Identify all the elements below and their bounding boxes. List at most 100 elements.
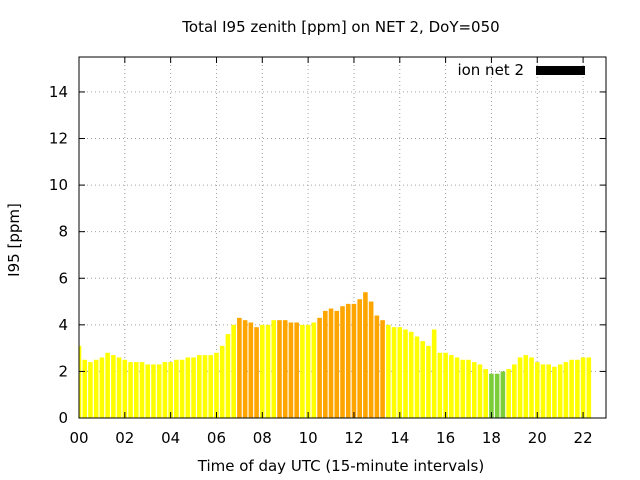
y-tick-label: 2 (58, 362, 68, 380)
bar (105, 352, 110, 418)
bar (277, 320, 282, 418)
bar (156, 364, 162, 418)
bar (260, 324, 265, 418)
bar (305, 324, 311, 418)
bar (454, 357, 460, 418)
bar (345, 303, 351, 418)
bar (357, 299, 362, 418)
bar (449, 355, 454, 418)
x-tick-label: 18 (482, 429, 501, 447)
bar (580, 357, 586, 418)
bar (569, 359, 574, 418)
x-tick-label: 04 (161, 429, 180, 447)
y-tick-label: 0 (58, 409, 68, 427)
bar (540, 364, 546, 418)
x-tick-label: 20 (528, 429, 547, 447)
bar (500, 371, 506, 418)
bar (185, 357, 191, 418)
bar (282, 320, 288, 418)
x-tick-label: 00 (69, 429, 88, 447)
bar (523, 355, 529, 418)
bar (506, 369, 511, 418)
y-tick-label: 8 (58, 223, 68, 241)
bar (79, 345, 82, 418)
bar (265, 324, 271, 418)
bar (431, 329, 437, 418)
bar (248, 322, 254, 418)
x-tick-label: 16 (436, 429, 455, 447)
y-tick-label: 4 (58, 316, 68, 334)
bar (546, 364, 552, 418)
bar (483, 369, 488, 418)
y-tick-label: 14 (49, 83, 68, 101)
bar (403, 329, 408, 418)
bar (237, 317, 242, 418)
bar (414, 336, 420, 418)
bar (494, 373, 500, 418)
bar (231, 324, 236, 418)
bar (466, 359, 471, 418)
bar (122, 359, 128, 418)
y-tick-label: 6 (58, 269, 68, 287)
bar (317, 317, 322, 418)
bar (391, 327, 397, 418)
y-axis-label: I95 [ppm] (5, 203, 23, 277)
bar (168, 362, 173, 418)
chart-title: Total I95 zenith [ppm] on NET 2, DoY=050 (181, 18, 499, 36)
legend-swatch (536, 66, 585, 75)
bar (334, 310, 340, 418)
legend-label: ion net 2 (457, 61, 524, 79)
bar (225, 334, 231, 418)
bar (219, 345, 225, 418)
x-tick-label: 14 (390, 429, 409, 447)
bar (174, 359, 179, 418)
bar (323, 310, 328, 418)
bar (191, 357, 196, 418)
y-tick-label: 10 (49, 176, 68, 194)
bar (128, 362, 133, 418)
x-axis-label: Time of day UTC (15-minute intervals) (197, 457, 484, 475)
bar (311, 322, 317, 418)
legend: ion net 2 (457, 61, 585, 79)
bar (99, 357, 105, 418)
bar (380, 320, 385, 418)
bar (300, 324, 305, 418)
bar (529, 357, 534, 418)
x-tick-label: 08 (253, 429, 272, 447)
bar (133, 362, 139, 418)
bar (374, 315, 380, 418)
bar (517, 357, 523, 418)
bar (512, 364, 517, 418)
bar (242, 320, 248, 418)
bar (575, 359, 580, 418)
bar (162, 362, 168, 418)
bar (386, 324, 391, 418)
bar (288, 322, 294, 418)
bar (489, 373, 494, 418)
bar (271, 320, 277, 418)
bar (179, 359, 185, 418)
y-tick-label: 12 (49, 130, 68, 148)
bar (563, 362, 569, 418)
bar (460, 359, 466, 418)
bar (82, 359, 88, 418)
bar (93, 359, 99, 418)
bar (111, 355, 116, 418)
bar (586, 357, 592, 418)
bar (477, 364, 483, 418)
x-tick-label: 02 (115, 429, 134, 447)
bars (79, 292, 592, 418)
bar (197, 355, 202, 418)
bar (254, 327, 259, 418)
bar (363, 292, 368, 418)
x-tick-label: 12 (344, 429, 363, 447)
bar (340, 306, 345, 418)
x-tick-label: 06 (207, 429, 226, 447)
bar (426, 345, 431, 418)
bar (557, 364, 563, 418)
bar (328, 308, 334, 418)
bar (151, 364, 156, 418)
bar (294, 322, 299, 418)
bar (408, 331, 414, 418)
